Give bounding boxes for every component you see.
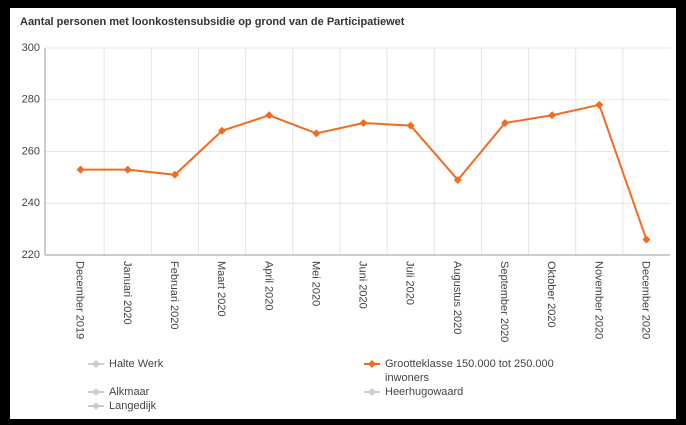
x-tick-label: Mei 2020 bbox=[309, 261, 321, 306]
point bbox=[265, 111, 274, 120]
point bbox=[500, 119, 509, 128]
point bbox=[123, 165, 132, 174]
point bbox=[548, 111, 557, 120]
legend-symbol bbox=[92, 388, 100, 396]
x-tick-label: Januari 2020 bbox=[121, 261, 133, 325]
chart-title: Aantal personen met loonkostensubsidie o… bbox=[20, 16, 405, 28]
point bbox=[406, 121, 415, 130]
y-tick-label: 280 bbox=[22, 94, 40, 106]
x-tick-label: Februari 2020 bbox=[168, 261, 180, 330]
legend-label[interactable]: Grootteklasse 150.000 tot 250.000 inwoner… bbox=[385, 358, 554, 384]
legend-symbol bbox=[92, 360, 100, 368]
x-tick-label: Oktober 2020 bbox=[545, 261, 557, 328]
point bbox=[642, 235, 651, 244]
point bbox=[453, 175, 462, 184]
x-tick-label: Juni 2020 bbox=[357, 261, 369, 309]
y-tick-label: 300 bbox=[22, 42, 40, 54]
x-tick-label: Augustus 2020 bbox=[451, 261, 463, 334]
y-tick-label: 240 bbox=[22, 197, 40, 209]
legend-label[interactable]: Heerhugowaard bbox=[385, 386, 463, 398]
y-tick-label: 260 bbox=[22, 145, 40, 157]
x-tick-label: November 2020 bbox=[592, 261, 604, 339]
point bbox=[359, 119, 368, 128]
legend-symbol bbox=[368, 360, 376, 368]
x-tick-label: Maart 2020 bbox=[215, 261, 227, 317]
x-tick-label: September 2020 bbox=[498, 261, 510, 342]
legend-label[interactable]: Langedijk bbox=[109, 400, 157, 412]
panel bbox=[10, 8, 676, 419]
legend-symbol bbox=[368, 388, 376, 396]
point bbox=[312, 129, 321, 138]
point bbox=[76, 165, 85, 174]
legend-label[interactable]: Halte Werk bbox=[109, 358, 164, 370]
y-tick-label: 220 bbox=[22, 249, 40, 261]
x-tick-label: April 2020 bbox=[262, 261, 274, 311]
point bbox=[218, 126, 227, 135]
legend-symbol bbox=[92, 402, 100, 410]
x-tick-label: Juli 2020 bbox=[404, 261, 416, 305]
legend-label-line: Grootteklasse 150.000 tot 250.000 bbox=[385, 358, 554, 370]
x-tick-label: December 2020 bbox=[640, 261, 652, 339]
legend-label[interactable]: Alkmaar bbox=[109, 386, 150, 398]
point bbox=[595, 100, 604, 109]
legend-label-line: inwoners bbox=[385, 372, 430, 384]
point bbox=[170, 170, 179, 179]
x-tick-label: December 2019 bbox=[74, 261, 86, 339]
